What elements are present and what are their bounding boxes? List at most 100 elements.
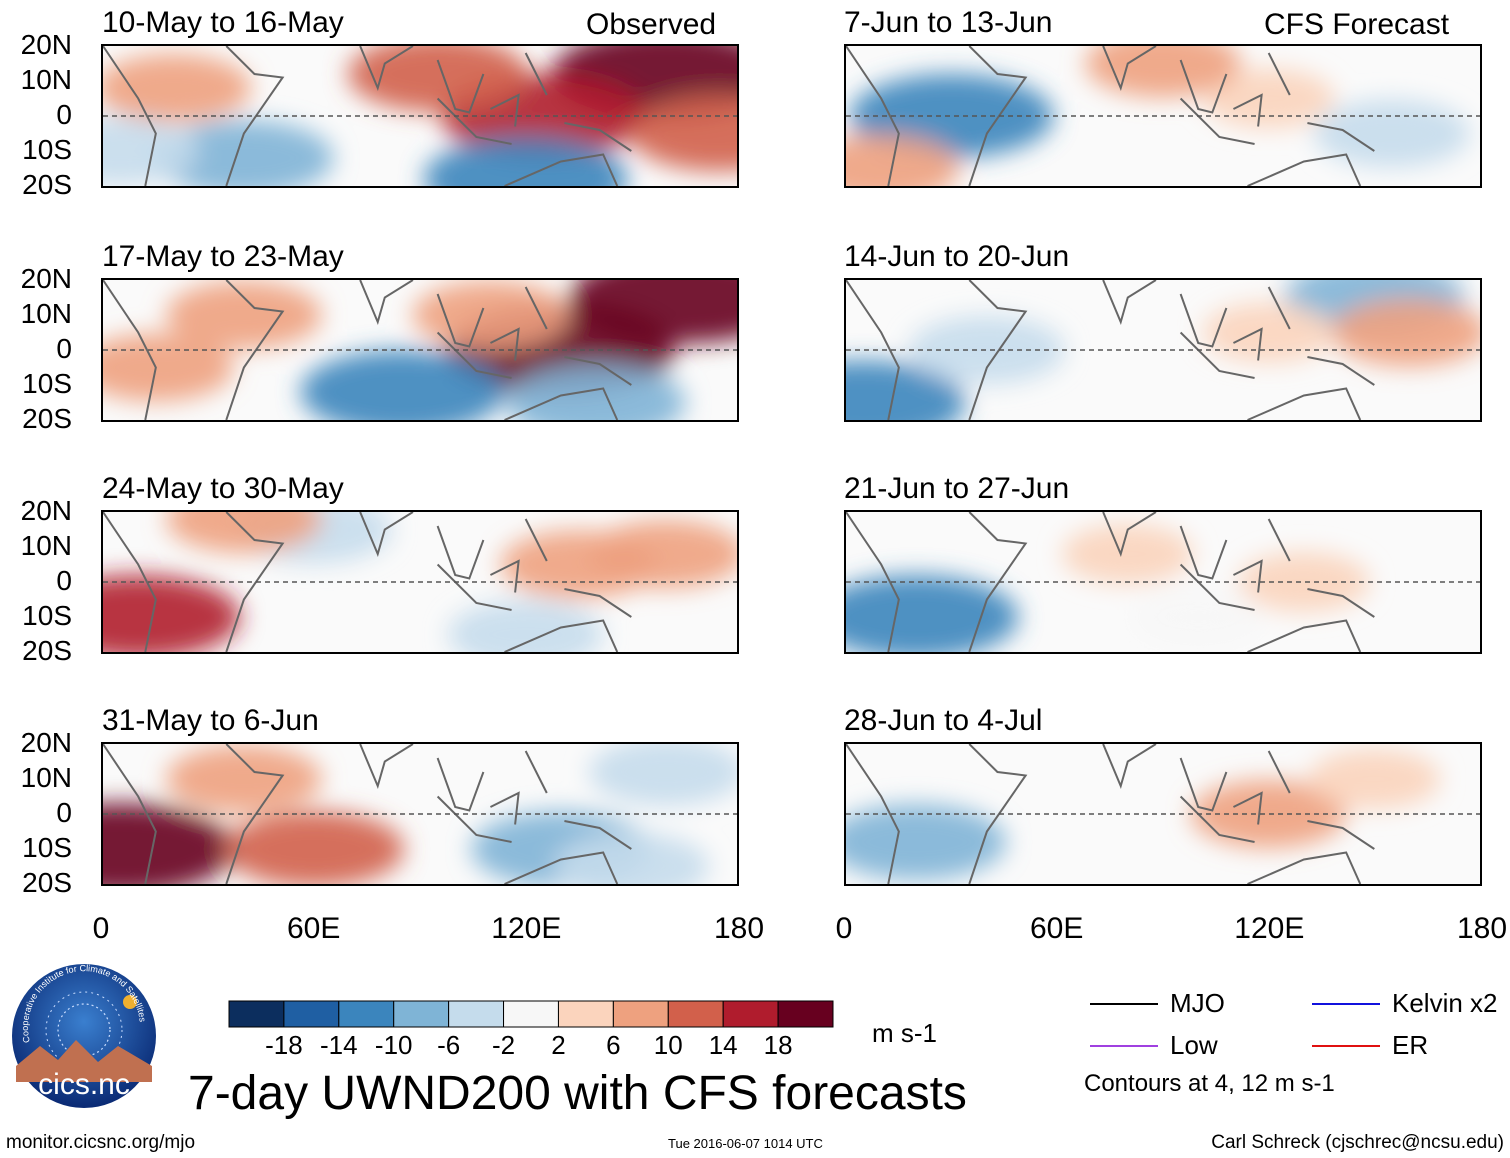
lat-tick-label: 10S (22, 134, 72, 165)
colorbar-swatch (283, 1000, 340, 1028)
anomaly-blob (629, 95, 737, 172)
anomaly-blob (1061, 524, 1194, 584)
lon-tick-label: 120E (1234, 912, 1305, 945)
lat-tick-label: 20S (22, 169, 72, 200)
anomaly-blob (165, 281, 322, 349)
lon-tick-label: 0 (835, 912, 853, 945)
panel-title: 24-May to 30-May (102, 472, 344, 505)
lat-tick-label: 10S (22, 368, 72, 399)
forecast-label: CFS Forecast (1264, 8, 1450, 41)
lat-tick-label: 0 (56, 565, 72, 596)
legend-label: Kelvin x2 (1392, 988, 1498, 1018)
lat-tick-label: 20S (22, 635, 72, 666)
anomaly-blob (1085, 46, 1241, 98)
anomaly-blob (347, 46, 528, 112)
anomaly-blob (1202, 68, 1335, 129)
anomaly-blob (103, 803, 235, 884)
lat-tick-label: 20N (20, 29, 72, 60)
logo-text: cics.nc (38, 1068, 130, 1101)
chart-title: 7-day UWND200 with CFS forecasts (188, 1067, 967, 1120)
panel-title: 21-Jun to 27-Jun (844, 472, 1070, 505)
anomaly-blob (846, 804, 1007, 880)
panel-title: 14-Jun to 20-Jun (844, 240, 1070, 273)
anomaly-blob (103, 333, 234, 402)
lat-tick-label: 0 (56, 99, 72, 130)
anomaly-blob (103, 117, 199, 185)
panel-title: 28-Jun to 4-Jul (844, 704, 1043, 737)
anomaly-blob (224, 811, 405, 884)
anomaly-blob (846, 134, 960, 186)
anomaly-blob (300, 350, 505, 420)
anomaly-blob (846, 575, 1019, 652)
lat-tick-label: 10N (20, 64, 72, 95)
panel-title: 10-May to 16-May (102, 6, 344, 39)
observed-label: Observed (586, 8, 717, 41)
colorbar-tick-label: -6 (437, 1030, 461, 1060)
colorbar-swatch (557, 1000, 614, 1028)
colorbar-tick-label: -10 (374, 1030, 413, 1060)
lat-tick-label: 20S (22, 403, 72, 434)
anomaly-blob (1202, 302, 1335, 363)
anomaly-blob (1237, 552, 1370, 612)
anomaly-blob (103, 54, 252, 122)
legend-line (1312, 1045, 1380, 1047)
anomaly-blob (1313, 99, 1470, 168)
anomaly-blob (1308, 749, 1441, 809)
map-panel (844, 742, 1482, 886)
colorbar-tick-label: 6 (606, 1030, 621, 1060)
anomaly-blob (570, 280, 737, 344)
lon-tick-label: 0 (92, 912, 110, 945)
map-panel (844, 510, 1482, 654)
coastline (846, 744, 1375, 884)
cics-logo: Cooperative Institute for Climate and Sa… (12, 963, 156, 1108)
colorbar-swatch (777, 1000, 834, 1028)
lat-tick-label: 20N (20, 263, 72, 294)
timestamp: Tue 2016-06-07 1014 UTC (668, 1136, 823, 1151)
colorbar-tick-label: 10 (653, 1030, 683, 1060)
lat-tick-label: 10N (20, 530, 72, 561)
lat-tick-label: 10N (20, 298, 72, 329)
lat-tick-label: 10S (22, 600, 72, 631)
coastline (103, 280, 632, 420)
lon-tick-label: 120E (491, 912, 562, 945)
legend-label: MJO (1170, 988, 1225, 1018)
coastline (846, 46, 1375, 186)
anomaly-blob (412, 281, 569, 349)
anomaly-blob (423, 137, 628, 186)
lat-tick-label: 20N (20, 495, 72, 526)
coastline (103, 46, 632, 186)
colorbar-swatch (722, 1000, 779, 1028)
coastline (846, 280, 1375, 420)
lon-tick-label: 180 (1456, 912, 1508, 945)
colorbar-swatch (393, 1000, 450, 1028)
lat-tick-label: 20S (22, 867, 72, 898)
legend-line (1090, 1045, 1158, 1047)
colorbar-swatch (448, 1000, 505, 1028)
lat-tick-label: 0 (56, 333, 72, 364)
panel-title: 31-May to 6-Jun (102, 704, 319, 737)
map-panel (101, 278, 739, 422)
legend-line (1312, 1003, 1380, 1005)
colorbar-swatch (338, 1000, 395, 1028)
coastline (103, 744, 632, 884)
anomaly-blob (153, 120, 334, 186)
anomaly-blob (588, 744, 737, 806)
legend-label: Low (1170, 1030, 1218, 1060)
lon-tick-label: 180 (713, 912, 765, 945)
colorbar-swatch (612, 1000, 669, 1028)
map-panel (844, 44, 1482, 188)
anomaly-blob (506, 364, 687, 420)
anomaly-blob (1190, 780, 1347, 848)
lon-tick-label: 60E (1029, 912, 1084, 945)
coastline (103, 512, 632, 652)
source-url[interactable]: monitor.cicsnc.org/mjo (6, 1132, 196, 1153)
colorbar-tick-label: -2 (491, 1030, 516, 1060)
lat-tick-label: 10S (22, 832, 72, 863)
colorbar-tick-label: 14 (708, 1030, 738, 1060)
map-panel (844, 278, 1482, 422)
panel-title: 17-May to 23-May (102, 240, 344, 273)
colorbar-tick-label: 2 (551, 1030, 566, 1060)
colorbar-swatch (667, 1000, 724, 1028)
coastline (846, 512, 1375, 652)
map-panel (101, 742, 739, 886)
